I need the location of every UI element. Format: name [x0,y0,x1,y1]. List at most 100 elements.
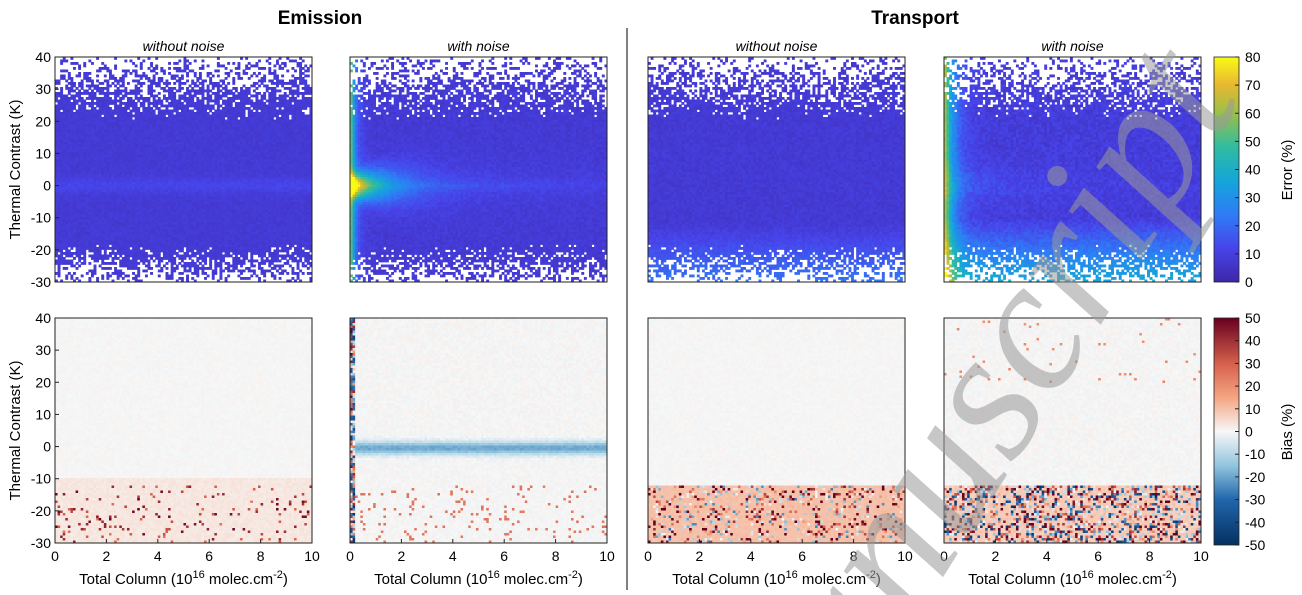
heatmap-cell [81,140,84,143]
heatmap-cell [148,122,151,125]
heatmap-cell [248,142,251,145]
heatmap-cell [217,137,220,140]
heatmap-cell [199,112,202,115]
heatmap-cell [70,122,73,125]
heatmap-cell [132,142,135,145]
heatmap-cell [207,87,210,90]
heatmap-cell [289,105,292,108]
heatmap-cell [94,112,97,115]
heatmap-cell [281,85,284,88]
heatmap-cell [299,110,302,113]
heatmap-cell [186,92,189,95]
heatmap-cell [289,122,292,125]
heatmap-cell [112,115,115,118]
heatmap-cell [106,95,109,98]
heatmap-cell [302,135,305,138]
heatmap-cell [171,122,174,125]
heatmap-cell [253,105,256,108]
heatmap-cell [284,105,287,108]
heatmap-cell [194,92,197,95]
heatmap-cell [86,122,89,125]
heatmap-cell [70,125,73,128]
heatmap-cell [289,120,292,123]
heatmap-cell [178,102,181,105]
heatmap-cell [302,125,305,128]
heatmap-cell [230,140,233,143]
heatmap-cell [294,97,297,100]
heatmap-cell [225,137,228,140]
heatmap-cell [122,75,125,78]
heatmap-cell [99,92,102,95]
heatmap-cell [109,85,112,88]
heatmap-cell [65,110,68,113]
heatmap-cell [258,72,261,75]
heatmap-cell [263,130,266,133]
heatmap-cell [196,80,199,83]
heatmap-cell [106,117,109,120]
heatmap-cell [232,135,235,138]
heatmap-cell [132,62,135,65]
heatmap-cell [63,95,66,98]
heatmap-cell [104,117,107,120]
heatmap-cell [70,110,73,113]
heatmap-cell [117,90,120,93]
heatmap-cell [273,142,276,145]
heatmap-cell [250,95,253,98]
heatmap-cell [291,85,294,88]
heatmap-cell [201,102,204,105]
heatmap-cell [297,95,300,98]
heatmap-cell [291,142,294,145]
heatmap-cell [171,102,174,105]
heatmap-cell [132,100,135,103]
heatmap-cell [58,117,61,120]
heatmap-cell [135,70,138,73]
heatmap-cell [243,130,246,133]
heatmap-cell [63,140,66,143]
heatmap-cell [168,97,171,100]
heatmap-cell [304,80,307,83]
heatmap-cell [212,137,215,140]
heatmap-cell [168,137,171,140]
heatmap-cell [81,130,84,133]
heatmap-cell [88,72,91,75]
heatmap-cell [232,92,235,95]
heatmap-cell [196,110,199,113]
heatmap-cell [130,90,133,93]
heatmap-cell [78,127,81,130]
heatmap-cell [307,117,310,120]
heatmap-cell [307,132,310,135]
heatmap-cell [122,80,125,83]
heatmap-cell [109,100,112,103]
heatmap-cell [196,132,199,135]
heatmap-cell [181,70,184,73]
heatmap-cell [201,67,204,70]
heatmap-cell [271,120,274,123]
heatmap-cell [286,140,289,143]
heatmap-cell [122,120,125,123]
heatmap-cell [304,105,307,108]
heatmap-cell [209,127,212,130]
heatmap-cell [286,112,289,115]
heatmap-cell [245,67,248,70]
heatmap-cell [268,92,271,95]
heatmap-cell [245,120,248,123]
heatmap-cell [86,135,89,138]
heatmap-cell [114,105,117,108]
heatmap-cell [181,112,184,115]
heatmap-cell [276,142,279,145]
heatmap-cell [225,95,228,98]
heatmap-cell [297,85,300,88]
heatmap-cell [237,125,240,128]
heatmap-cell [181,107,184,110]
heatmap-cell [181,77,184,80]
heatmap-cell [263,127,266,130]
heatmap-cell [207,100,210,103]
heatmap-cell [201,100,204,103]
heatmap-cell [173,117,176,120]
heatmap-cell [135,92,138,95]
heatmap-cell [140,132,143,135]
heatmap-cell [184,137,187,140]
heatmap-cell [204,122,207,125]
heatmap-cell [194,105,197,108]
heatmap-cell [94,127,97,130]
